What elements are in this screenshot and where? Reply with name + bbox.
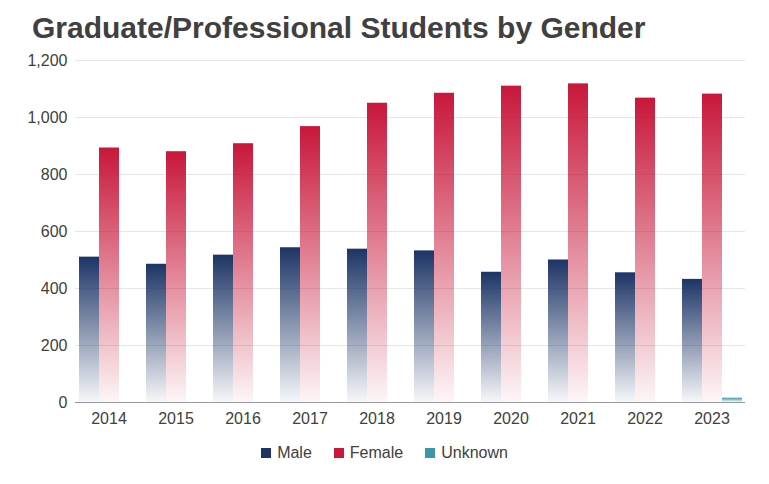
svg-text:2021: 2021 xyxy=(560,410,596,427)
svg-text:2018: 2018 xyxy=(359,410,395,427)
svg-text:2014: 2014 xyxy=(91,410,127,427)
svg-text:1,200: 1,200 xyxy=(27,52,67,69)
svg-text:2023: 2023 xyxy=(694,410,730,427)
svg-text:2022: 2022 xyxy=(627,410,663,427)
svg-text:800: 800 xyxy=(41,166,68,183)
svg-text:2019: 2019 xyxy=(426,410,462,427)
svg-text:2017: 2017 xyxy=(292,410,328,427)
svg-text:2015: 2015 xyxy=(158,410,194,427)
svg-text:0: 0 xyxy=(59,394,68,411)
html-text:Unknown: Unknown xyxy=(441,444,508,461)
svg-text:600: 600 xyxy=(41,223,68,240)
svg-text:400: 400 xyxy=(41,280,68,297)
html-text:Graduate/Professional Students: Graduate/Professional Students by Gender xyxy=(32,11,646,44)
html-text:Male: Male xyxy=(277,444,312,461)
svg-text:1,000: 1,000 xyxy=(27,109,67,126)
svg-text:200: 200 xyxy=(41,337,68,354)
html-text:Female: Female xyxy=(349,444,404,461)
svg-text:2016: 2016 xyxy=(225,410,261,427)
svg-text:2020: 2020 xyxy=(493,410,529,427)
